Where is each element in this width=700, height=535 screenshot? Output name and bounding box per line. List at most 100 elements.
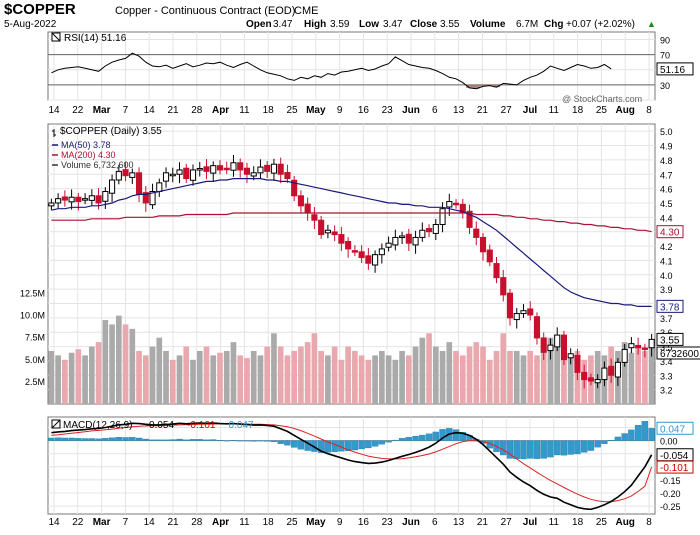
candle-body	[48, 202, 55, 207]
x-tick-label-bottom: 14	[144, 517, 156, 528]
volume-bar	[459, 355, 466, 404]
candle-body	[351, 250, 358, 253]
price-y-tick-label: 4.6	[660, 185, 673, 195]
candle-body	[237, 162, 244, 171]
volume-bar	[311, 333, 318, 404]
x-tick-label-bottom: Jul	[523, 517, 538, 528]
volume-bar	[183, 346, 190, 404]
candle-body	[129, 172, 136, 178]
axis-layer: 14 14 22 22 Mar Mar 7 7 14 14 21 21 28 28 Apr Apr 11 11 18…	[20, 36, 700, 528]
volume-bar	[210, 355, 217, 404]
candle-body	[156, 182, 163, 192]
volume-bar	[230, 342, 237, 404]
volume-bar	[331, 346, 338, 404]
volume-bar	[338, 359, 345, 404]
macd-y-tick-label: -0.20	[660, 489, 681, 499]
candle-body	[61, 196, 68, 201]
macd-histogram-bar	[547, 440, 554, 458]
volume-bar	[156, 337, 163, 404]
volume-y-tick-label: 7.5M	[25, 333, 45, 343]
volume-bar	[325, 355, 331, 404]
candle-body	[567, 353, 574, 359]
macd-histogram-bar	[95, 438, 102, 441]
candle-body	[135, 172, 143, 195]
macd-histogram-bar	[149, 439, 156, 441]
price-legend-entry: $COPPER (Daily) 3.55	[60, 126, 162, 137]
candle-body	[554, 334, 561, 348]
macd-y-tick-label: -0.25	[660, 502, 681, 512]
candle-body	[55, 198, 62, 204]
price-y-tick-label: 4.0	[660, 271, 673, 281]
macd-histogram-bar	[81, 438, 89, 441]
x-tick-label-bottom: Apr	[212, 517, 229, 528]
volume-bar	[466, 346, 473, 404]
candle-body	[270, 163, 278, 174]
candle-body	[614, 361, 621, 378]
x-tick-label-top: 14	[48, 105, 60, 116]
volume-bar	[176, 355, 183, 404]
volume-bar	[493, 350, 500, 404]
macd-legend-entry: MACD(12,26,9)	[63, 420, 132, 431]
candle-body	[372, 254, 379, 266]
volume-bar	[352, 350, 358, 404]
volume-bar	[567, 355, 574, 404]
macd-panel	[48, 421, 655, 511]
price-y-tick-label: 4.2	[660, 242, 673, 252]
macd-histogram-bar	[317, 440, 325, 453]
macd-histogram-bar	[648, 428, 655, 441]
x-tick-label-bottom: 16	[358, 517, 370, 528]
symbol: $COPPER	[4, 1, 76, 18]
candle-body	[473, 228, 480, 238]
volume-bar	[115, 315, 122, 404]
price-y-tick-label: 4.7	[660, 170, 673, 180]
x-tick-label-top: 23	[382, 105, 394, 116]
volume-bar	[345, 346, 351, 404]
candle-body	[466, 210, 473, 228]
volume-bar	[540, 346, 547, 404]
volume-bar	[257, 355, 264, 404]
candle-body	[581, 371, 588, 381]
candle-body	[122, 169, 129, 177]
candle-body	[513, 313, 520, 321]
x-tick-label-top: 14	[144, 105, 156, 116]
candle-body	[291, 179, 298, 197]
macd-histogram-bar	[594, 440, 601, 448]
volume-bar	[217, 352, 223, 404]
volume-bar	[392, 359, 399, 404]
macd-histogram-bar	[513, 440, 520, 460]
macd-histogram-bar	[277, 440, 284, 444]
candle-body	[648, 338, 655, 349]
volume-y-tick-label: 12.5M	[20, 289, 45, 299]
candle-body	[419, 229, 426, 238]
macd-histogram-bar	[425, 433, 433, 441]
candle-body	[304, 203, 311, 214]
volume-bar	[318, 350, 324, 404]
candle-body	[75, 196, 82, 203]
volume-bar	[264, 346, 271, 404]
macd-histogram-bar	[527, 440, 534, 459]
x-tick-label-top: Aug	[615, 105, 634, 116]
macd-histogram-bar	[210, 439, 217, 441]
header-date: 5-Aug-2022	[4, 19, 57, 30]
candle-body	[115, 170, 122, 181]
candle-body	[183, 167, 190, 180]
macd-histogram-bar	[135, 437, 143, 441]
volume-bar	[48, 350, 55, 404]
volume-y-tick-label: 5.0M	[25, 355, 45, 365]
candle-body	[540, 337, 547, 353]
candle-body	[324, 229, 331, 234]
macd-histogram-bar	[189, 439, 197, 441]
macd-histogram-bar	[290, 440, 298, 448]
candle-body	[102, 190, 109, 202]
volume-bar	[399, 350, 405, 404]
macd-histogram-bar	[68, 437, 75, 441]
macd-histogram-bar	[540, 440, 547, 459]
price-legend-entry: Volume 6,732,600	[61, 160, 134, 170]
candle-body	[601, 367, 608, 381]
macd-histogram-bar	[607, 440, 615, 441]
macd-histogram-bar	[554, 440, 561, 456]
macd-histogram-bar	[108, 437, 116, 441]
price-y-tick-label: 3.3	[660, 371, 673, 381]
candle-body	[95, 195, 102, 204]
